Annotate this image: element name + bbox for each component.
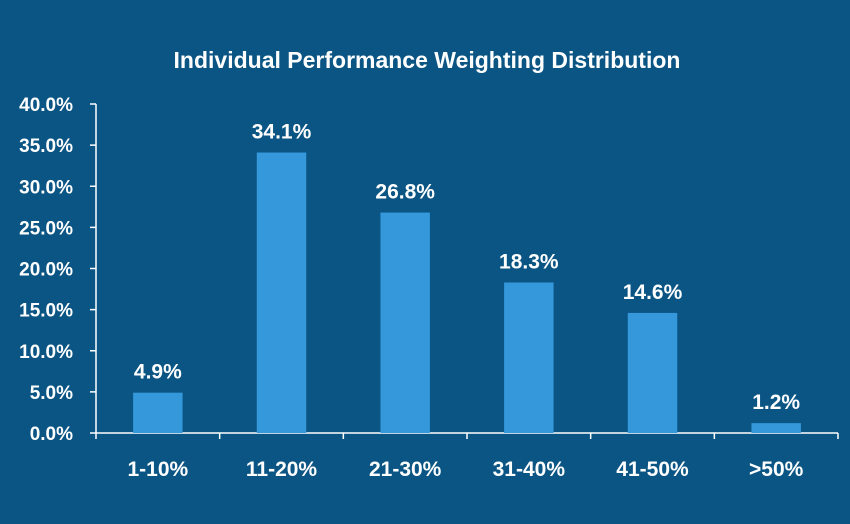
- bar: [751, 423, 801, 433]
- y-tick-label: 40.0%: [19, 95, 73, 116]
- y-tick-label: 10.0%: [19, 342, 73, 363]
- bar-value-label: 34.1%: [252, 121, 312, 144]
- y-tick-label: 0.0%: [30, 424, 73, 445]
- y-tick-label: 35.0%: [19, 136, 73, 157]
- bar: [627, 312, 678, 433]
- bar-value-label: 14.6%: [623, 281, 683, 304]
- bar-value-label: 26.8%: [375, 181, 435, 204]
- x-tick-label: 1-10%: [127, 458, 188, 481]
- bar: [380, 212, 430, 433]
- bars: [133, 152, 801, 433]
- bar-value-label: 4.9%: [134, 361, 182, 384]
- data-labels: 4.9% 34.1% 26.8% 18.3% 14.6% 1.2%: [134, 121, 801, 415]
- x-axis: 1-10% 11-20% 21-30% 31-40% 41-50% >50%: [95, 432, 839, 481]
- x-tick-label: 21-30%: [369, 458, 442, 481]
- bar-value-label: 1.2%: [752, 391, 800, 414]
- y-axis: 0.0% 5.0% 10.0% 15.0% 20.0% 25.0% 30.0% 35.0% 40…: [19, 95, 97, 445]
- bar-value-label: 18.3%: [499, 250, 559, 273]
- x-tick-label: 41-50%: [616, 458, 689, 481]
- x-tick-label: >50%: [749, 458, 804, 481]
- bar: [504, 282, 554, 433]
- x-tick-label: 11-20%: [246, 458, 318, 481]
- y-tick-label: 5.0%: [30, 383, 73, 404]
- bar: [256, 152, 307, 433]
- y-tick-label: 20.0%: [19, 260, 73, 281]
- y-tick-label: 15.0%: [19, 301, 73, 322]
- y-tick-label: 30.0%: [19, 177, 73, 198]
- chart-title: Individual Performance Weighting Distrib…: [174, 47, 681, 73]
- bar: [133, 392, 183, 433]
- y-tick-label: 25.0%: [19, 218, 73, 239]
- x-tick-label: 31-40%: [493, 458, 566, 481]
